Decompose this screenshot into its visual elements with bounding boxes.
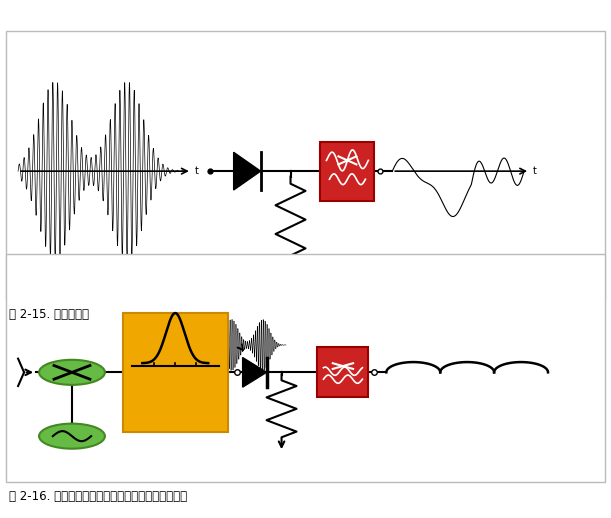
Circle shape	[39, 424, 105, 449]
Text: t: t	[533, 166, 537, 176]
Polygon shape	[243, 357, 266, 387]
FancyBboxPatch shape	[321, 141, 375, 201]
Text: 图 2-16. 包络检波器的输出随中频信号的峰值而变化: 图 2-16. 包络检波器的输出随中频信号的峰值而变化	[9, 490, 188, 502]
Text: 图 2-15. 包络检波器: 图 2-15. 包络检波器	[9, 308, 89, 321]
FancyBboxPatch shape	[6, 31, 605, 300]
FancyBboxPatch shape	[318, 347, 368, 397]
FancyBboxPatch shape	[6, 254, 605, 482]
Circle shape	[39, 360, 105, 385]
Text: 中频信号: 中频信号	[89, 269, 115, 279]
FancyBboxPatch shape	[123, 313, 228, 431]
Polygon shape	[233, 152, 260, 190]
Text: t: t	[195, 166, 199, 176]
